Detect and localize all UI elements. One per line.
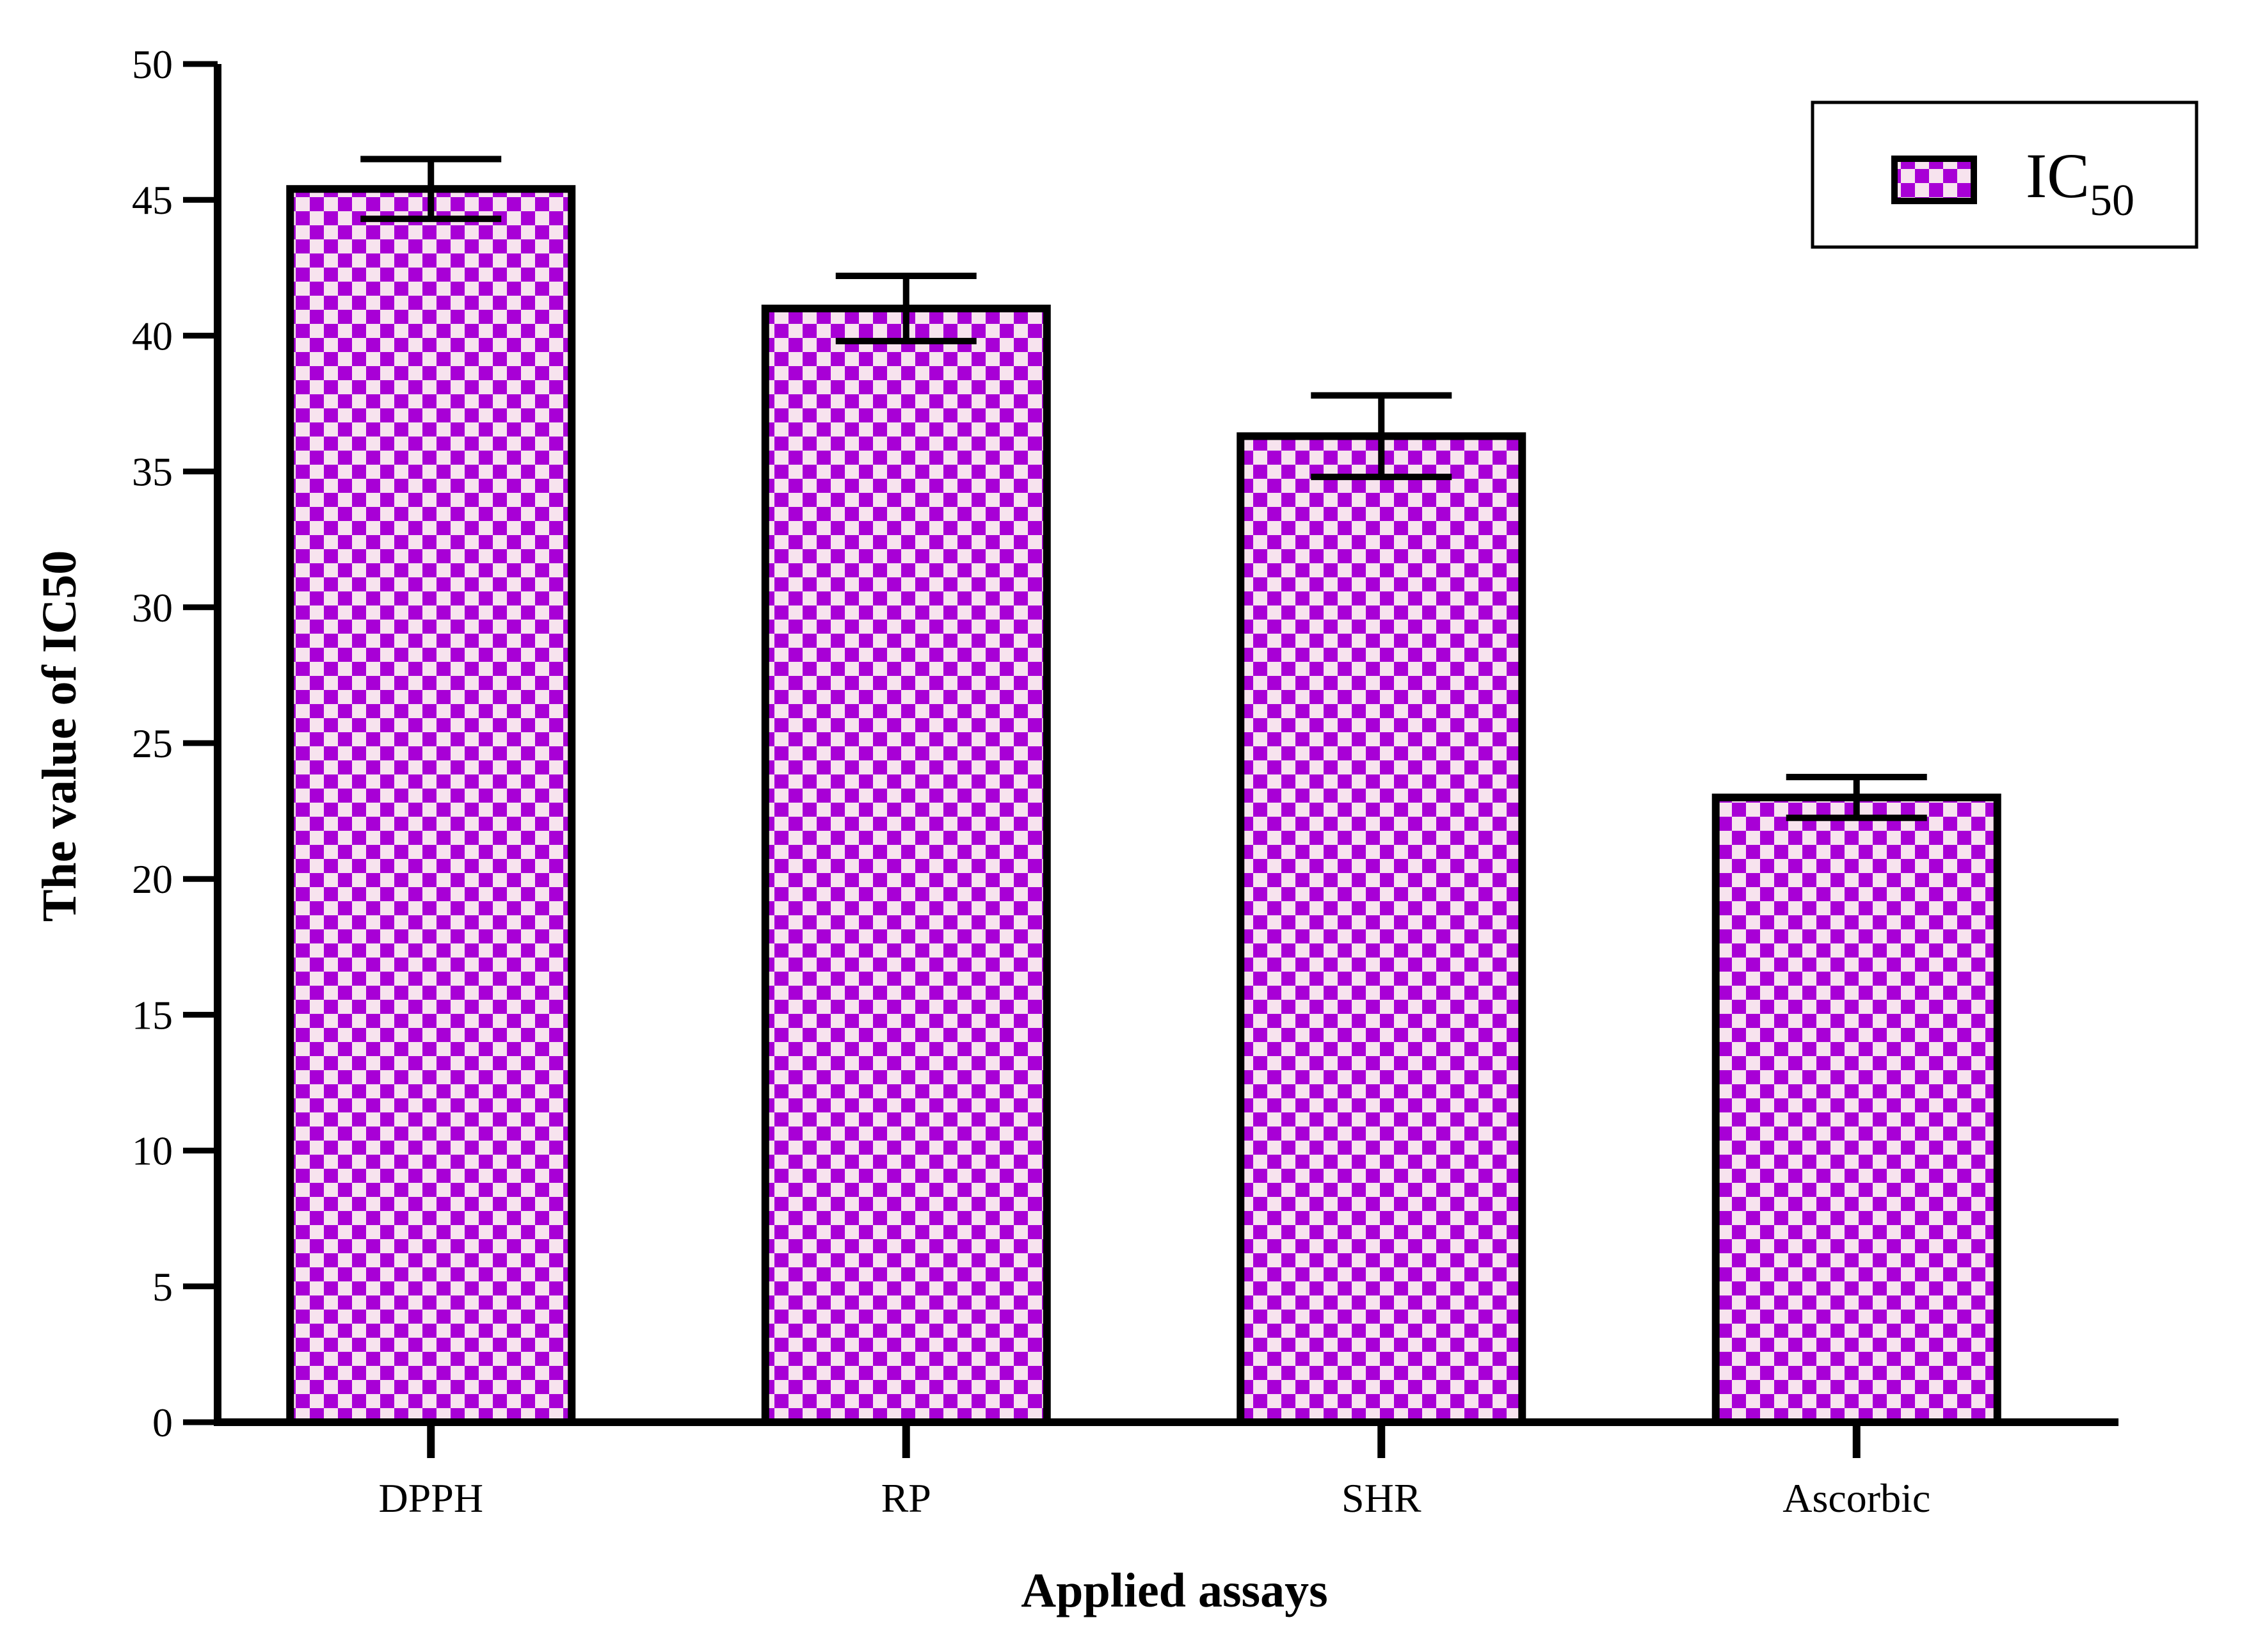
legend: IC50	[1811, 100, 2198, 249]
y-tick-label: 15	[132, 992, 173, 1038]
legend-swatch	[1891, 156, 1977, 204]
y-tick-label: 30	[132, 585, 173, 630]
legend-label-main: IC	[2026, 140, 2090, 211]
x-tick-label: SHR	[1341, 1475, 1421, 1521]
y-tick-label: 40	[132, 313, 173, 358]
legend-box	[1811, 100, 2198, 249]
x-tick-label: Ascorbic	[1782, 1475, 1930, 1521]
y-ticks-layer: 0 5 10 15 20 25 30 35 40 45 50	[132, 42, 218, 1445]
x-tick-label: DPPH	[378, 1475, 483, 1521]
bar-shr	[1237, 432, 1526, 1426]
y-tick-label: 45	[132, 177, 173, 223]
y-tick-label: 20	[132, 856, 173, 902]
bar-ascorbic	[1711, 793, 2001, 1426]
y-axis-title: The value of IC50	[33, 550, 86, 922]
y-tick-label: 35	[132, 449, 173, 495]
y-tick-label: 10	[132, 1128, 173, 1174]
y-tick-label: 0	[152, 1400, 173, 1445]
x-tick-label: RP	[881, 1475, 931, 1521]
y-tick-label: 5	[152, 1264, 173, 1310]
bar-dpph	[286, 185, 576, 1426]
bars-layer	[286, 185, 2001, 1427]
legend-label-sub: 50	[2090, 176, 2134, 225]
y-tick-label: 25	[132, 721, 173, 766]
legend-label: IC50	[2026, 140, 2134, 225]
x-axis-title: Applied assays	[1021, 1564, 1327, 1617]
bar-rp	[761, 304, 1051, 1427]
x-ticks-layer: DPPH RP SHR Ascorbic	[378, 1422, 1930, 1521]
error-bars-layer	[360, 156, 1927, 821]
y-tick-label: 50	[132, 42, 173, 87]
